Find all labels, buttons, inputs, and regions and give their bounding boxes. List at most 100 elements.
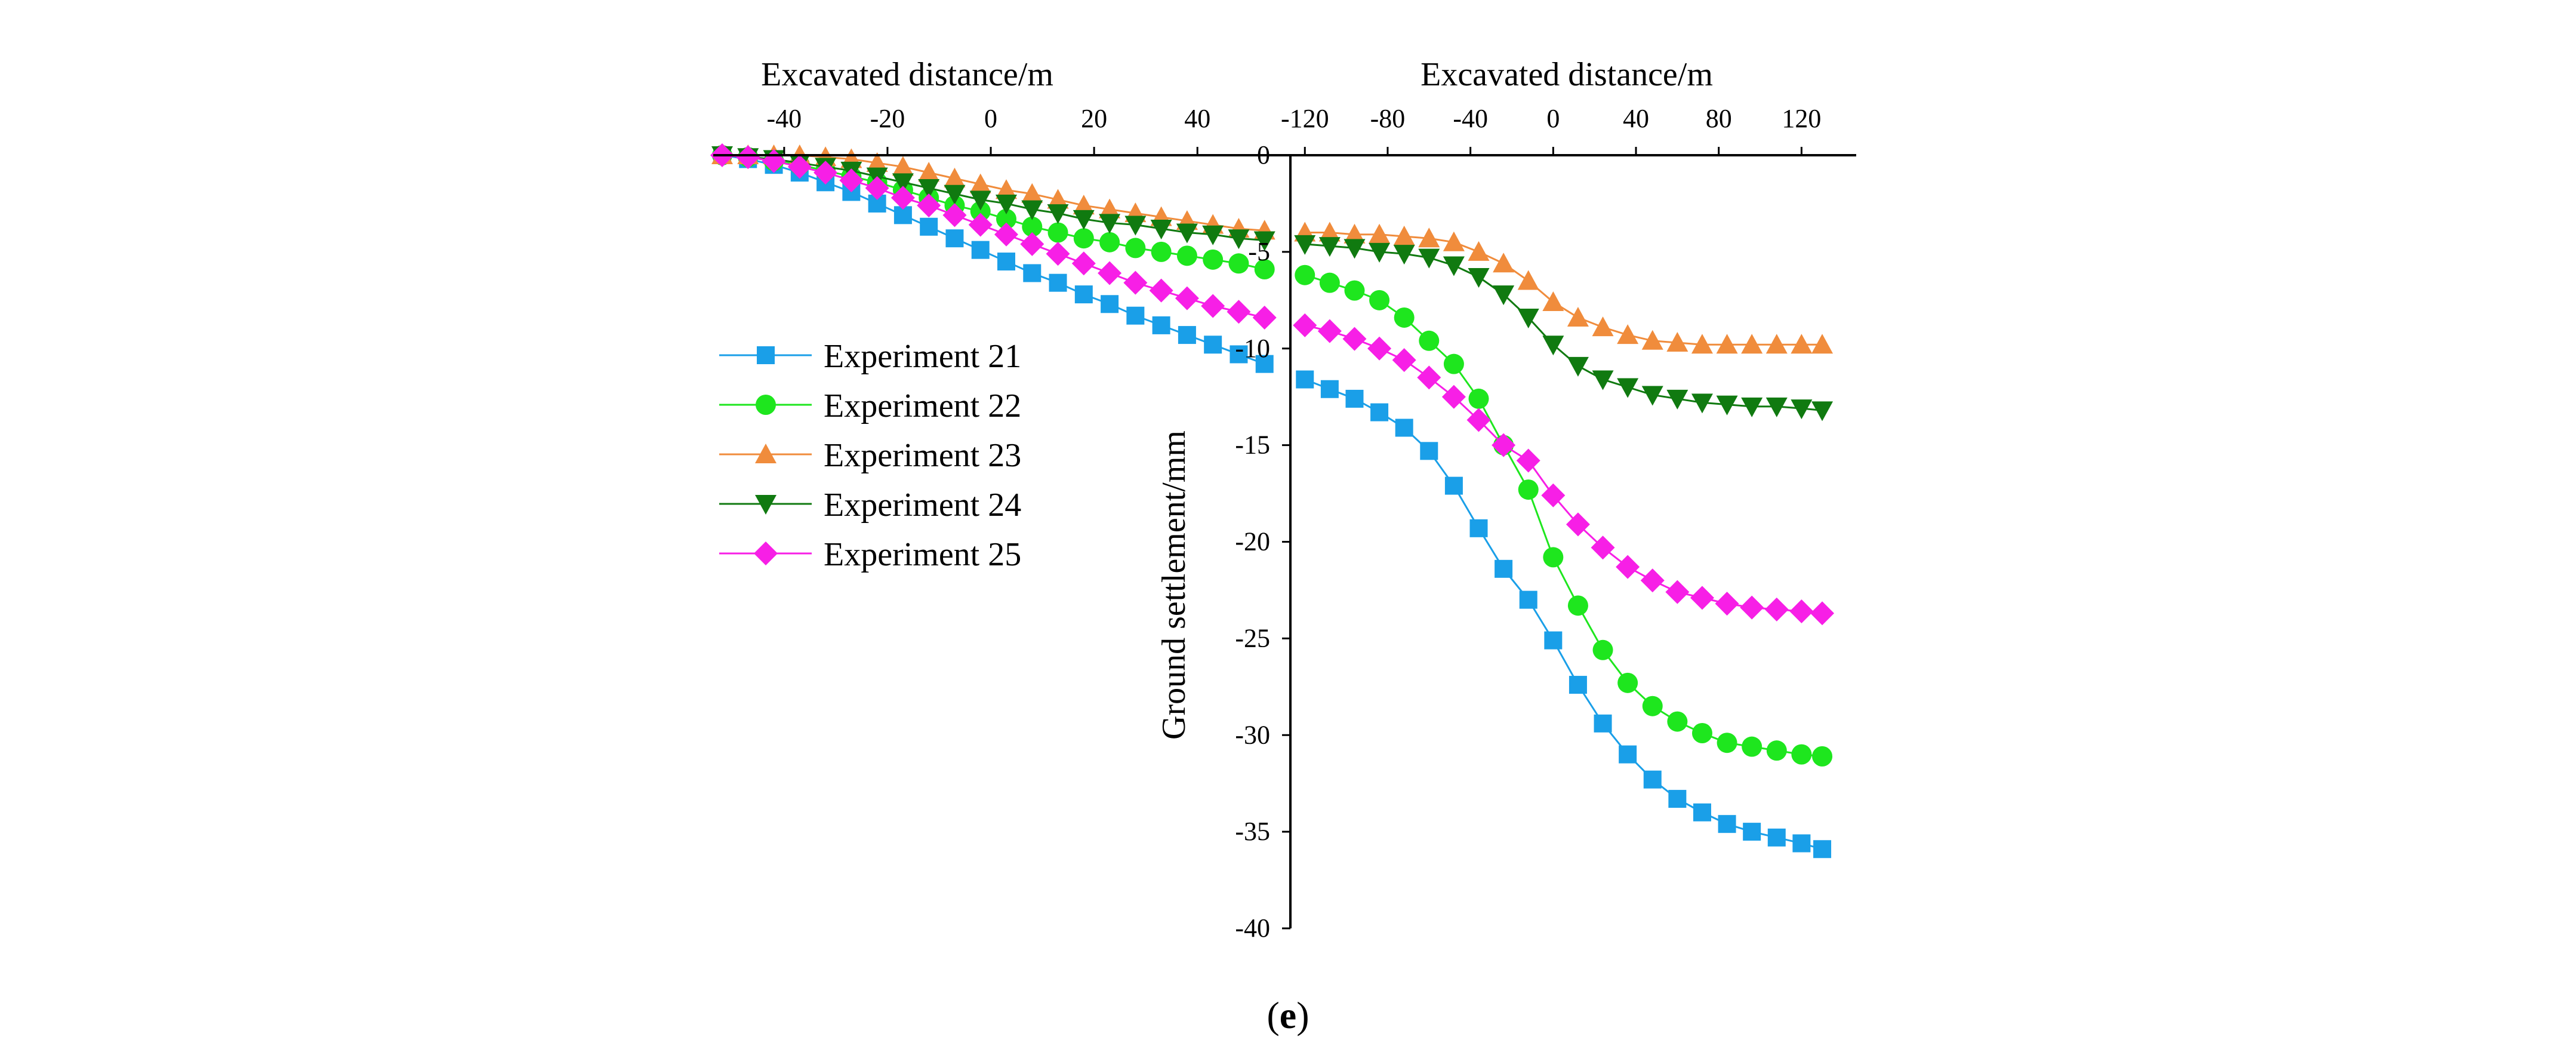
data-point [1151,241,1172,262]
x-left-tick-label: -40 [767,104,802,133]
data-point [1099,198,1121,219]
data-point [1718,815,1736,833]
y-tick-label: -35 [1235,817,1270,846]
figure-caption: (e) [1267,994,1309,1036]
data-point [1591,536,1615,560]
y-tick-label: -40 [1235,913,1270,943]
data-point [918,179,940,199]
data-point [1740,595,1764,620]
data-point [1693,803,1711,821]
data-point [1293,313,1317,337]
legend-marker [756,395,776,415]
series-5 [710,143,1835,626]
y-tick-label: -20 [1235,527,1270,556]
series-layer [710,143,1835,859]
data-point [1641,330,1663,350]
data-point [996,179,1017,199]
data-point [1443,256,1465,276]
data-point [969,190,991,211]
series-line-left [722,154,1265,319]
data-point [1394,307,1415,328]
data-point [839,168,864,193]
data-point [1665,580,1690,604]
data-point [814,161,838,185]
x-right-tick-label: 120 [1782,104,1821,133]
data-point [1716,395,1738,416]
x-axis-title-right: Excavated distance/m [1421,56,1713,93]
series-line-left [722,154,1265,270]
x-right-tick-label: 80 [1706,104,1732,133]
data-point [736,145,760,170]
data-point [1567,595,1588,616]
data-point [1367,336,1392,361]
data-point [1444,476,1463,495]
data-point [1617,672,1638,693]
data-point [968,213,993,237]
data-point [1254,259,1275,280]
data-point [1517,308,1539,328]
data-point [1741,334,1763,354]
data-point [1792,834,1811,853]
data-point [1764,597,1789,621]
data-point [1319,272,1340,293]
data-point [1812,746,1833,767]
data-point [1021,200,1043,220]
data-point [1619,745,1637,764]
data-point [1592,639,1613,660]
data-point [1126,306,1145,325]
series-line-right [1304,379,1823,850]
data-point [892,173,914,193]
legend-item: Experiment 21 [719,338,1021,375]
data-point [1073,228,1094,249]
data-point [1099,232,1120,253]
data-point [1544,631,1563,650]
data-point [1766,740,1787,761]
legend-item: Experiment 22 [719,387,1021,424]
data-point [1203,249,1224,270]
data-point [1640,568,1665,593]
data-point [1567,306,1589,327]
data-point [1149,278,1173,303]
data-point [1342,327,1367,351]
data-point [1419,330,1440,351]
data-point [1469,519,1488,537]
data-point [1566,512,1590,537]
x-axis-title-left: Excavated distance/m [761,56,1053,93]
data-point [1542,336,1564,356]
data-point [892,156,914,176]
data-point [1741,397,1763,417]
data-point [1468,388,1489,409]
x-right-tick-label: -120 [1281,104,1329,133]
data-point [1252,305,1277,330]
data-point [1643,770,1662,789]
data-point [866,152,888,172]
data-point [1228,229,1250,250]
data-point [787,155,812,179]
data-point [1810,601,1835,626]
data-point [996,194,1017,214]
data-point [942,203,967,227]
x-right-tick-label: -40 [1453,104,1488,133]
caption-close-paren: ) [1296,994,1309,1036]
data-point [1369,242,1391,263]
x-left-tick-label: 20 [1081,104,1107,133]
legend-label: Experiment 24 [824,487,1021,524]
data-point [1542,291,1564,312]
series-line-right [1304,274,1823,758]
series-line-left [722,154,1265,365]
data-point [1125,238,1146,259]
data-point [1204,336,1222,354]
data-point [1811,401,1834,421]
data-point [918,162,940,182]
series-line-right [1305,243,1823,411]
data-point [1642,696,1663,716]
data-point [1318,221,1341,242]
data-point [1023,264,1042,282]
data-point [1765,397,1788,417]
data-point [944,184,966,205]
data-point [1176,245,1197,266]
caption-open-paren: ( [1267,994,1279,1036]
data-point [971,241,990,259]
series-line-right [1305,232,1823,346]
data-point [1124,216,1147,236]
